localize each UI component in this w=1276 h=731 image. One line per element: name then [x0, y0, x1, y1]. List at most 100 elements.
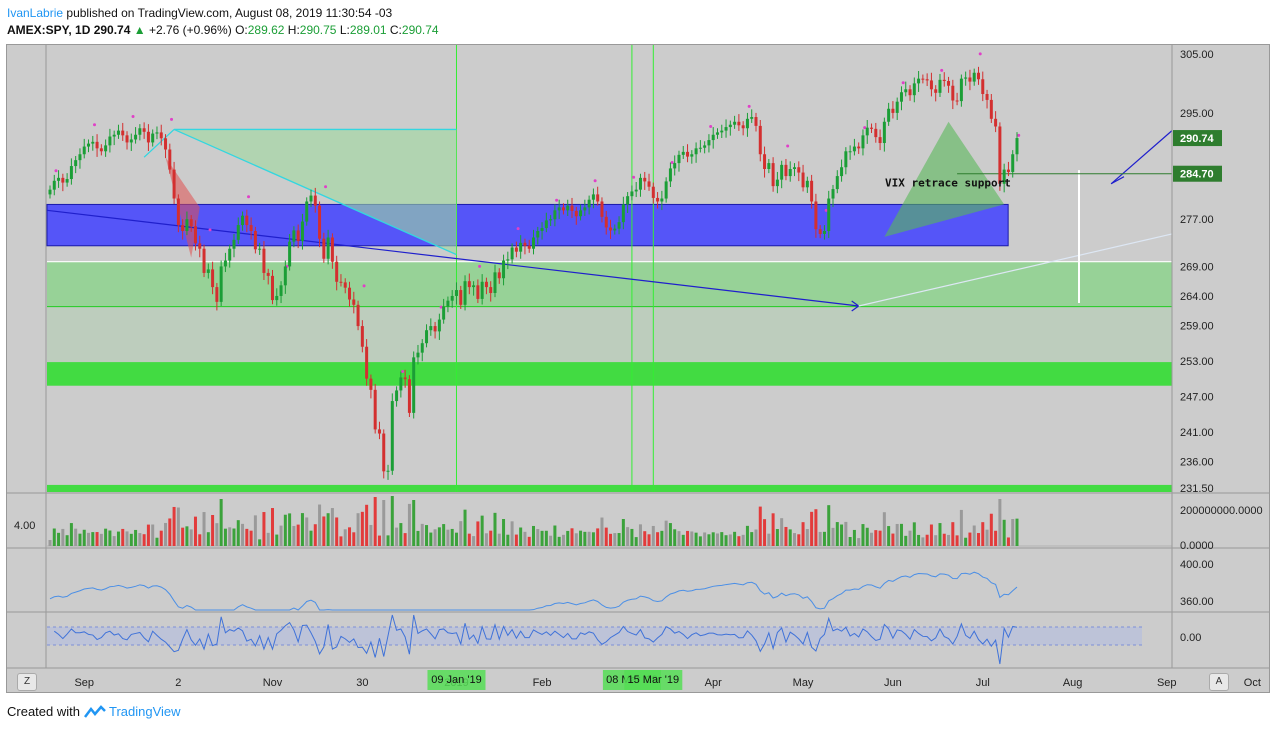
candle: [574, 210, 578, 217]
candle: [805, 180, 809, 188]
volume-bar: [818, 531, 822, 546]
candle: [159, 132, 163, 139]
volume-bar: [634, 537, 638, 546]
volume-bar: [998, 499, 1002, 546]
candle: [793, 167, 797, 170]
candle: [827, 198, 831, 232]
time-tick-label: 2: [175, 677, 181, 689]
candle: [715, 132, 719, 135]
price-tick-label: 236.00: [1180, 456, 1214, 468]
candle: [416, 352, 420, 358]
candle: [797, 167, 801, 173]
candle: [313, 195, 317, 206]
candle: [583, 207, 587, 211]
signal-dot: [593, 179, 597, 183]
time-tick-label: May: [793, 677, 814, 689]
volume-bar: [459, 521, 463, 546]
candle: [532, 237, 535, 249]
candle: [78, 154, 82, 161]
candle: [202, 248, 206, 273]
candle: [181, 225, 185, 232]
volume-bar: [882, 512, 886, 546]
volume-bar: [472, 536, 476, 546]
volume-bar: [91, 532, 95, 546]
candle: [151, 133, 155, 143]
candle: [57, 177, 61, 181]
candle: [142, 128, 146, 132]
volume-bar: [947, 534, 951, 546]
volume-bar: [673, 529, 677, 546]
volume-bar: [61, 528, 65, 546]
volume-bar: [561, 534, 565, 546]
volume-bar: [647, 534, 651, 546]
time-tick-label: 30: [356, 677, 368, 689]
zoom-button[interactable]: Z: [17, 673, 37, 691]
candle: [955, 100, 959, 102]
candle: [925, 79, 929, 81]
candle: [519, 242, 523, 252]
volume-bar: [309, 530, 313, 546]
signal-dot: [247, 195, 251, 199]
candle: [929, 80, 933, 90]
candle: [887, 108, 891, 122]
volume-bar: [801, 522, 805, 546]
volume-bar: [621, 519, 625, 546]
volume-bar: [711, 532, 715, 546]
candle: [733, 121, 737, 125]
signal-dot: [324, 185, 328, 189]
volume-bar: [899, 523, 903, 546]
volume-bar: [976, 533, 980, 546]
candle: [343, 282, 347, 288]
candle: [553, 210, 557, 220]
candle: [386, 470, 390, 472]
volume-bar: [99, 533, 103, 546]
tradingview-brand[interactable]: TradingView: [109, 704, 181, 719]
auto-scale-button[interactable]: A: [1209, 673, 1229, 691]
candle: [561, 207, 565, 211]
volume-scale-label: 4.00: [14, 520, 35, 532]
green-zone-mid: [47, 306, 1172, 363]
candle: [686, 151, 690, 157]
author-link[interactable]: IvanLabrie: [7, 6, 64, 20]
price-tick-label: 295.00: [1180, 108, 1214, 120]
low-label: L:: [339, 23, 350, 37]
volume-bar: [797, 534, 801, 546]
price-tag-label: 284.70: [1180, 169, 1214, 181]
volume-bar: [189, 529, 193, 546]
candle: [745, 118, 749, 129]
candle: [104, 145, 108, 152]
volume-bar: [202, 512, 206, 546]
chart-header: IvanLabrie published on TradingView.com,…: [7, 5, 439, 39]
candle: [818, 229, 822, 234]
volume-bar: [728, 534, 732, 546]
volume-bar: [750, 532, 754, 546]
candle: [352, 299, 356, 305]
candle: [647, 181, 651, 187]
time-tick-label: Sep: [74, 677, 94, 689]
signal-dot: [439, 305, 443, 309]
candle: [844, 151, 848, 168]
candle: [660, 198, 664, 202]
candle: [146, 131, 150, 143]
candle: [763, 154, 767, 170]
volume-bar: [138, 533, 142, 546]
time-tick-label: Nov: [263, 677, 283, 689]
close-value: 290.74: [401, 23, 439, 37]
candle: [472, 285, 476, 288]
candle: [433, 326, 437, 332]
candle: [673, 163, 677, 169]
candle: [480, 281, 484, 299]
signal-dot: [478, 264, 482, 268]
candle: [446, 300, 450, 307]
candle: [664, 181, 668, 199]
candle: [91, 141, 95, 144]
candle: [382, 433, 386, 472]
candle: [882, 121, 886, 144]
candle: [373, 389, 377, 430]
volume-bar: [690, 531, 694, 546]
signal-dot: [978, 52, 982, 56]
candle: [108, 136, 112, 146]
volume-bar: [848, 537, 852, 546]
candle: [626, 196, 630, 205]
